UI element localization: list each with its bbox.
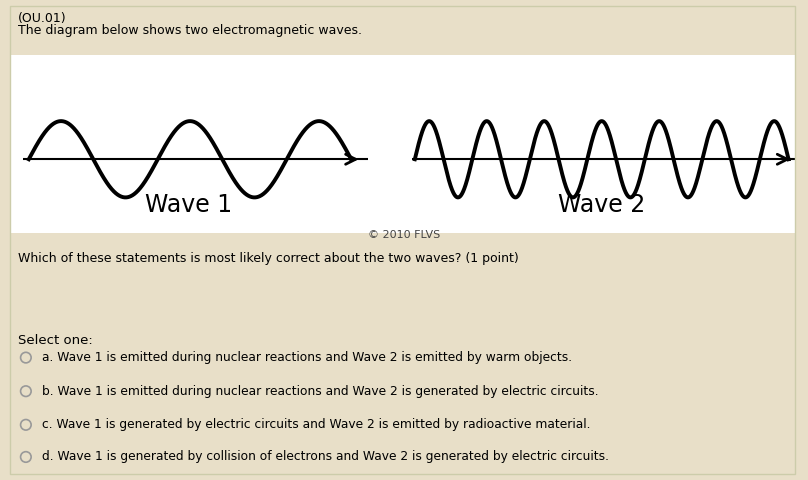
Text: Which of these statements is most likely correct about the two waves? (1 point): Which of these statements is most likely… [18,252,519,265]
Text: Wave 2: Wave 2 [558,193,645,217]
Text: d. Wave 1 is generated by collision of electrons and Wave 2 is generated by elec: d. Wave 1 is generated by collision of e… [42,450,609,464]
Text: c. Wave 1 is generated by electric circuits and Wave 2 is emitted by radioactive: c. Wave 1 is generated by electric circu… [42,418,591,432]
Text: Wave 1: Wave 1 [145,193,233,217]
Text: b. Wave 1 is emitted during nuclear reactions and Wave 2 is generated by electri: b. Wave 1 is emitted during nuclear reac… [42,384,599,398]
Text: (OU.01): (OU.01) [18,12,66,25]
Text: a. Wave 1 is emitted during nuclear reactions and Wave 2 is emitted by warm obje: a. Wave 1 is emitted during nuclear reac… [42,351,572,364]
Text: The diagram below shows two electromagnetic waves.: The diagram below shows two electromagne… [18,24,362,37]
Text: © 2010 FLVS: © 2010 FLVS [368,230,440,240]
Text: Select one:: Select one: [18,334,93,347]
